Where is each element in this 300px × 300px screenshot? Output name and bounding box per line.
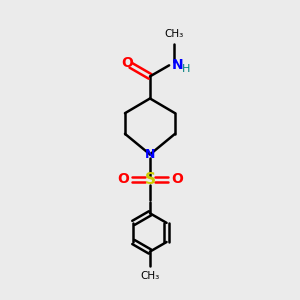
Text: O: O: [122, 56, 133, 70]
Text: N: N: [145, 148, 155, 161]
Text: S: S: [145, 172, 155, 187]
Text: CH₃: CH₃: [164, 29, 183, 39]
Text: O: O: [171, 172, 183, 186]
Text: O: O: [117, 172, 129, 186]
Text: N: N: [172, 58, 183, 72]
Text: CH₃: CH₃: [140, 271, 160, 281]
Text: H: H: [182, 64, 191, 74]
